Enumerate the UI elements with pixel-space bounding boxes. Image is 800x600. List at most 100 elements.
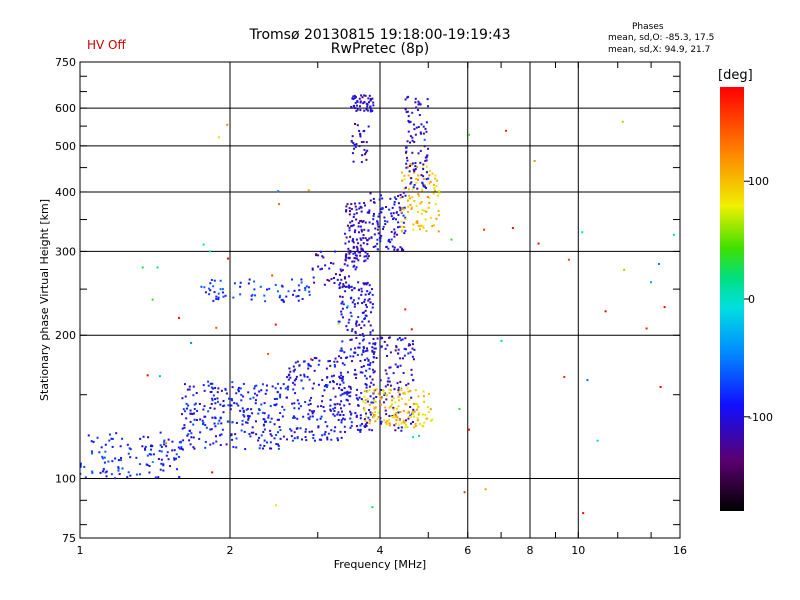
scatter-point xyxy=(412,358,415,361)
scatter-point xyxy=(264,392,267,395)
scatter-point xyxy=(384,406,387,409)
scatter-point xyxy=(142,435,145,438)
scatter-point xyxy=(368,389,371,392)
scatter-point xyxy=(357,222,360,225)
scatter-point xyxy=(363,148,366,151)
scatter-point xyxy=(222,411,225,414)
scatter-point xyxy=(376,223,379,226)
scatter-point xyxy=(368,94,371,97)
scatter-point xyxy=(341,300,344,303)
scatter-point xyxy=(343,351,346,354)
scatter-point xyxy=(406,140,409,143)
scatter-point xyxy=(412,223,415,226)
scatter-point xyxy=(399,193,402,196)
scatter-point xyxy=(350,140,353,143)
scatter-point xyxy=(381,197,384,200)
scatter-point xyxy=(311,430,314,433)
scatter-point xyxy=(349,417,352,420)
scatter-point xyxy=(422,168,425,171)
scatter-point xyxy=(304,436,307,439)
scatter-point xyxy=(360,94,363,97)
scatter-point xyxy=(402,191,405,194)
scatter-point xyxy=(358,429,361,432)
scatter-point xyxy=(394,429,397,432)
scatter-point xyxy=(411,347,414,350)
scatter-point xyxy=(302,415,305,418)
scatter-point xyxy=(345,285,348,288)
scatter-point xyxy=(277,447,280,450)
scatter-point xyxy=(290,429,293,432)
scatter-point xyxy=(346,371,349,374)
scatter-point xyxy=(406,411,409,414)
scatter-point xyxy=(425,210,428,213)
scatter-point xyxy=(303,373,306,376)
scatter-point xyxy=(348,207,351,210)
scatter-point xyxy=(277,418,280,421)
scatter-point xyxy=(363,347,366,350)
scatter-point xyxy=(424,413,427,416)
scatter-point xyxy=(372,416,375,419)
scatter-point xyxy=(360,326,363,329)
scatter-point xyxy=(408,399,411,402)
scatter-point xyxy=(383,216,386,219)
scatter-point xyxy=(227,420,230,423)
scatter-point xyxy=(354,331,357,334)
scatter-point xyxy=(408,164,411,167)
scatter-point xyxy=(359,424,362,427)
scatter-point xyxy=(413,410,416,413)
scatter-point xyxy=(401,195,404,198)
scatter-point xyxy=(533,159,536,162)
scatter-point xyxy=(355,414,358,417)
scatter-point xyxy=(175,453,178,456)
scatter-point xyxy=(418,102,421,105)
scatter-point xyxy=(227,404,230,407)
scatter-point xyxy=(247,418,250,421)
scatter-point xyxy=(265,420,268,423)
scatter-point xyxy=(403,208,406,211)
scatter-point xyxy=(328,279,331,282)
scatter-point xyxy=(357,316,360,319)
scatter-point xyxy=(389,351,392,354)
scatter-point xyxy=(463,491,466,494)
scatter-point xyxy=(276,390,279,393)
scatter-point xyxy=(417,210,420,213)
scatter-point xyxy=(351,97,354,100)
scatter-point xyxy=(398,225,401,228)
scatter-point xyxy=(427,392,430,395)
scatter-point xyxy=(372,361,375,364)
scatter-point xyxy=(316,405,319,408)
scatter-point xyxy=(363,260,366,263)
scatter-point xyxy=(344,255,347,258)
scatter-point xyxy=(407,188,410,191)
scatter-point xyxy=(362,140,365,143)
scatter-point xyxy=(269,441,272,444)
scatter-point xyxy=(114,457,117,460)
scatter-point xyxy=(352,299,355,302)
scatter-point xyxy=(239,409,242,412)
scatter-point xyxy=(339,295,342,298)
scatter-point xyxy=(235,437,238,440)
scatter-point xyxy=(343,404,346,407)
scatter-point xyxy=(345,398,348,401)
scatter-point xyxy=(411,340,414,343)
scatter-point xyxy=(374,406,377,409)
scatter-point xyxy=(348,284,351,287)
scatter-point xyxy=(247,391,250,394)
scatter-point xyxy=(350,315,353,318)
scatter-point xyxy=(311,387,314,390)
scatter-point xyxy=(204,424,207,427)
scatter-point xyxy=(333,410,336,413)
scatter-point xyxy=(274,323,277,326)
scatter-point xyxy=(363,255,366,258)
scatter-point xyxy=(352,252,355,255)
scatter-point xyxy=(298,289,301,292)
scatter-point xyxy=(359,133,362,136)
scatter-point xyxy=(366,397,369,400)
scatter-point xyxy=(368,403,371,406)
scatter-point xyxy=(302,387,305,390)
scatter-point xyxy=(307,286,310,289)
scatter-point xyxy=(405,156,408,159)
scatter-point xyxy=(381,337,384,340)
scatter-point xyxy=(255,433,258,436)
scatter-point xyxy=(310,396,313,399)
